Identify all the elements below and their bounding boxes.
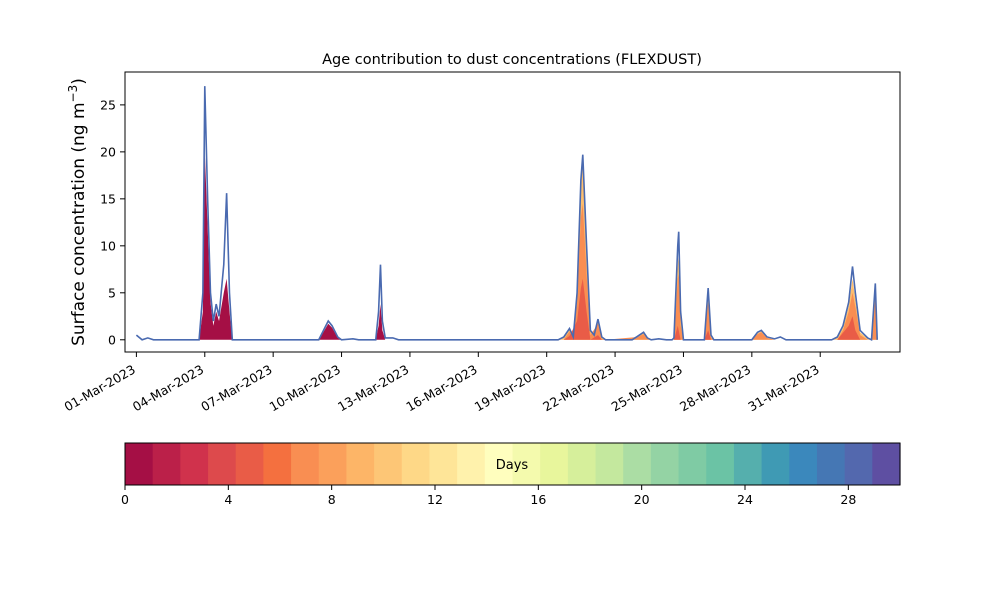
y-tick-label: 5 — [108, 285, 116, 300]
x-tick-label: 25-Mar-2023 — [609, 362, 685, 415]
colorbar-cell — [291, 443, 320, 485]
colorbar-cell — [567, 443, 597, 485]
colorbar-cell — [623, 443, 652, 485]
age-bands — [199, 151, 878, 340]
x-tick-label: 22-Mar-2023 — [540, 362, 616, 415]
colorbar-cell — [180, 443, 209, 485]
y-tick-label: 15 — [100, 191, 116, 206]
colorbar: Days 0 4 8 12 16 20 24 28 — [121, 442, 901, 507]
y-axis-label: Surface concentration (ng m−3) — [66, 78, 89, 346]
colorbar-tick-label: 8 — [328, 492, 336, 507]
colorbar-tick-label: 28 — [840, 492, 856, 507]
colorbar-tick-label: 24 — [737, 492, 753, 507]
colorbar-cell — [650, 443, 680, 485]
colorbar-cell — [374, 443, 403, 485]
colorbar-cell — [318, 443, 348, 485]
x-tick-label: 16-Mar-2023 — [403, 362, 479, 415]
colorbar-cell — [401, 443, 431, 485]
y-axis-label-close: ) — [69, 78, 89, 85]
colorbar-cell — [152, 443, 181, 485]
colorbar-cell — [816, 443, 846, 485]
colorbar-tick-label: 16 — [530, 492, 546, 507]
y-tick-label: 0 — [108, 332, 116, 347]
colorbar-frame — [124, 442, 901, 486]
total-concentration-line — [135, 86, 879, 342]
x-tick-label: 07-Mar-2023 — [198, 362, 274, 415]
colorbar-ticks: 0 4 8 12 16 20 24 28 — [121, 485, 856, 507]
x-axis: 01-Mar-202304-Mar-202307-Mar-202310-Mar-… — [62, 352, 822, 414]
x-tick-label: 19-Mar-2023 — [472, 362, 548, 415]
colorbar-cell — [872, 443, 901, 485]
colorbar-tick-label: 20 — [634, 492, 650, 507]
colorbar-cell — [678, 443, 707, 485]
colorbar-tick-label: 0 — [121, 492, 129, 507]
colorbar-cell — [789, 443, 818, 485]
colorbar-cell — [484, 443, 514, 485]
y-tick-label: 10 — [100, 238, 116, 253]
colorbar-cell — [512, 443, 541, 485]
y-axis-label-exponent: −3 — [66, 85, 80, 103]
colorbar-label: Days — [496, 458, 529, 473]
colorbar-tick-label: 12 — [427, 492, 443, 507]
colorbar-cell — [346, 443, 375, 485]
y-tick-label: 20 — [100, 144, 116, 159]
plot-frame — [124, 71, 901, 353]
age-band-area — [563, 278, 861, 340]
colorbar-cells — [125, 443, 901, 485]
colorbar-tick-label: 4 — [224, 492, 232, 507]
colorbar-cell — [457, 443, 486, 485]
x-tick-label: 01-Mar-2023 — [62, 362, 138, 415]
colorbar-cell — [235, 443, 264, 485]
y-axis: 0 5 10 15 20 25 — [100, 97, 125, 347]
colorbar-cell — [844, 443, 873, 485]
y-axis-label-text: Surface concentration (ng m — [69, 102, 89, 345]
colorbar-cell — [208, 443, 237, 485]
colorbar-cell — [540, 443, 569, 485]
colorbar-cell — [263, 443, 292, 485]
colorbar-cell — [125, 443, 154, 485]
colorbar-cell — [761, 443, 790, 485]
age-band-area — [563, 203, 878, 340]
age-band-area — [199, 151, 386, 340]
colorbar-cell — [595, 443, 624, 485]
x-tick-label: 13-Mar-2023 — [335, 362, 411, 415]
age-band-area — [558, 161, 878, 340]
x-tick-label: 31-Mar-2023 — [745, 362, 821, 415]
x-tick-label: 04-Mar-2023 — [130, 362, 206, 415]
colorbar-cell — [733, 443, 763, 485]
y-tick-label: 25 — [100, 97, 116, 112]
chart-title: Age contribution to dust concentrations … — [322, 52, 702, 68]
x-tick-label: 10-Mar-2023 — [267, 362, 343, 415]
x-tick-label: 28-Mar-2023 — [677, 362, 753, 415]
colorbar-cell — [429, 443, 458, 485]
colorbar-cell — [706, 443, 735, 485]
plot-area — [135, 86, 879, 342]
